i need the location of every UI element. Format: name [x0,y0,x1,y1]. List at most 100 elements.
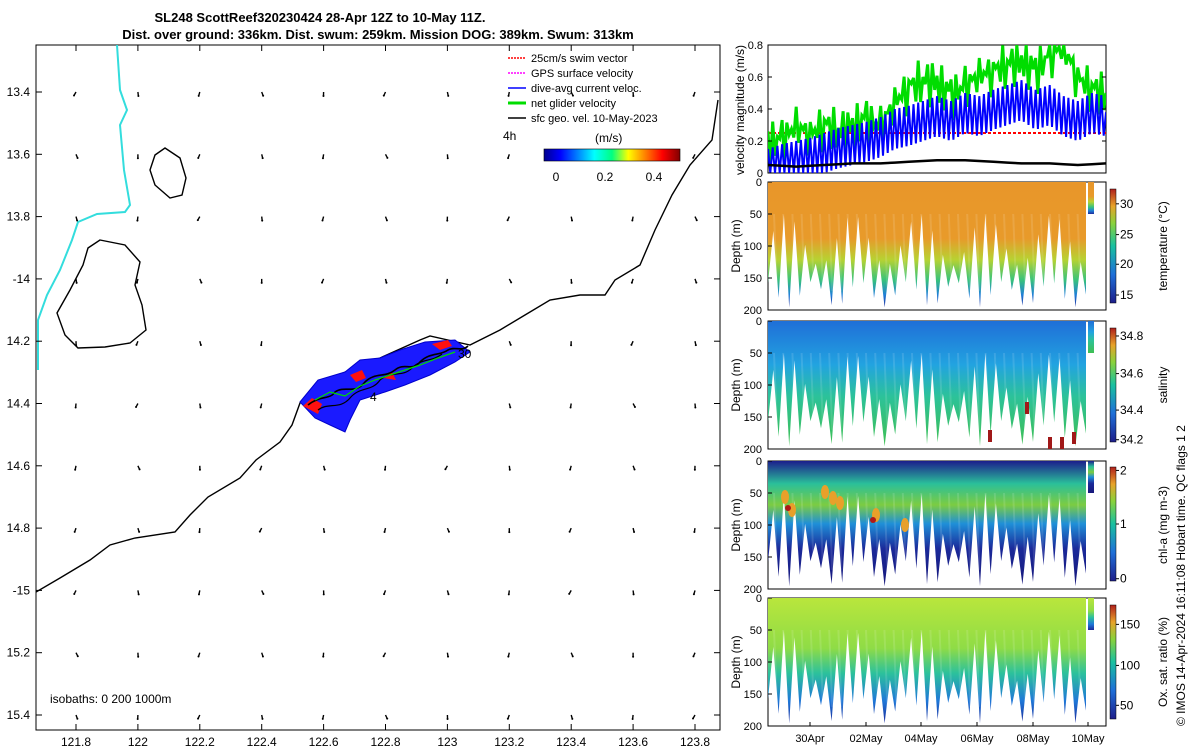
current-arrow-head [385,281,388,284]
heatmap-curtain [768,182,1086,308]
heatmap-streak [1076,213,1082,291]
current-arrow-head [135,281,138,284]
current-arrow-head [137,94,140,97]
current-arrow-head [693,468,696,471]
heatmap-streak [1049,492,1054,570]
heatmap-streak [1049,629,1054,707]
heatmap-streak [773,492,778,570]
depth-tick-label: 200 [744,305,762,317]
velocity-ytick-label: 0.8 [748,40,763,52]
current-arrow-head [322,94,325,97]
map-legend: 25cm/s swim vector GPS surface velocity di… [503,53,681,184]
depth-tick-label: 200 [744,444,762,456]
heatmap-streak [911,629,916,707]
heatmap-streak [993,213,999,291]
heatmap-streak [1058,352,1064,430]
time-tick-label: 10May [1071,733,1105,745]
current-arrow-head [692,94,695,97]
heatmap-streak [929,629,935,707]
heatmap-streak [947,213,953,291]
heatmap-streak [1058,492,1064,570]
heatmap-streak [1012,629,1018,707]
heatmap-streak [828,352,834,430]
map-y-axis: 13.4 13.6 13.8 -14 14.2 14.4 14.6 14.8 -15 15.2 15… [7,85,720,722]
heatmap-streak [957,213,962,291]
current-arrow-head [197,156,200,159]
heatmap-streak [800,213,806,291]
heatmap-streak [929,352,935,430]
current-arrow-head [76,655,79,658]
current-arrow-head [258,530,261,533]
current-arrow-head [630,281,633,284]
heatmap-streak [957,352,962,430]
panel-colorbar [1109,604,1117,720]
chla-patch [829,491,837,505]
heatmap-streak [874,213,880,291]
heatmap-streak [773,213,778,291]
colorbar-tick-label: 2 [1120,463,1127,477]
current-arrow-head [632,593,635,596]
current-arrow-head [383,593,386,596]
heatmap-streak [911,213,916,291]
current-arrow-head [321,717,324,720]
heatmap-streak [975,492,981,570]
heatmap-streak [874,629,880,707]
heatmap-streak [920,213,926,291]
current-arrow-head [633,468,636,471]
heatmap-streak [782,492,788,570]
current-arrow-head [507,157,510,160]
heatmap-streak [966,629,972,707]
salinity-peak [1048,437,1052,449]
heatmap-streak [993,352,999,430]
colorbar-label: salinity [1156,367,1170,404]
colorbar-tick-label: 15 [1120,288,1134,302]
depth-tick-label: 100 [744,657,762,669]
heatmap-streak [975,352,981,430]
heatmap-streak [1030,352,1036,430]
current-arrow-head [136,219,139,222]
heatmap-streak [883,629,889,707]
velocity-ytick-label: 0.4 [748,104,763,116]
current-arrow-head [73,530,76,533]
colorbar-label: temperature (°C) [1156,201,1170,291]
heatmap-streak [892,352,898,430]
track-label-30: 30 [458,347,472,361]
current-arrow-head [75,344,78,347]
heatmap-streak [1058,213,1064,291]
current-arrow-head [633,406,636,409]
velocity-panel: 0 0.2 0.4 0.6 0.8 velocity magnitude (m/s) [733,40,1107,180]
map-xtick-label: 123.2 [494,735,524,749]
heatmap-streak [828,213,834,291]
current-arrow-head [571,219,574,222]
current-arrow-head [445,281,448,284]
current-arrow-head [199,406,202,409]
map-xtick-label: 122.4 [247,735,277,749]
velocity-ytick-label: 0 [757,168,763,180]
current-arrow-head [136,157,139,160]
isobath-island-1 [149,147,187,199]
current-arrow-head [386,156,389,159]
depth-tick-label: 50 [750,488,762,500]
legend-label: GPS surface velocity [531,68,634,80]
map-panel: 30 4 121.8 122 122.2 122.4 122.6 122.8 123 123.… [7,44,721,749]
map-xtick-label: 122 [128,735,148,749]
salinity-peak [1025,402,1029,414]
heatmap-streak [1012,352,1018,430]
heatmap-streak [984,352,990,430]
colorbar-tick-label: 34.4 [1120,403,1144,417]
heatmap-streak [855,492,861,570]
current-arrow-head [262,94,265,97]
oxygen-panel [767,597,1107,727]
heatmap-streak [1049,352,1054,430]
heatmap-streak [966,213,972,291]
current-arrow-head [694,344,697,347]
salinity-peak [988,430,992,442]
map-ytick-label: 15.4 [7,708,31,722]
map-ytick-label: -14 [13,272,31,286]
chla-panel [767,460,1107,590]
heatmap-streak [911,492,916,570]
current-arrow-head [75,281,78,284]
colorbar-tick-04: 0.4 [646,170,663,184]
depth-tick-label: 0 [756,593,762,605]
map-xtick-label: 123.8 [680,735,710,749]
